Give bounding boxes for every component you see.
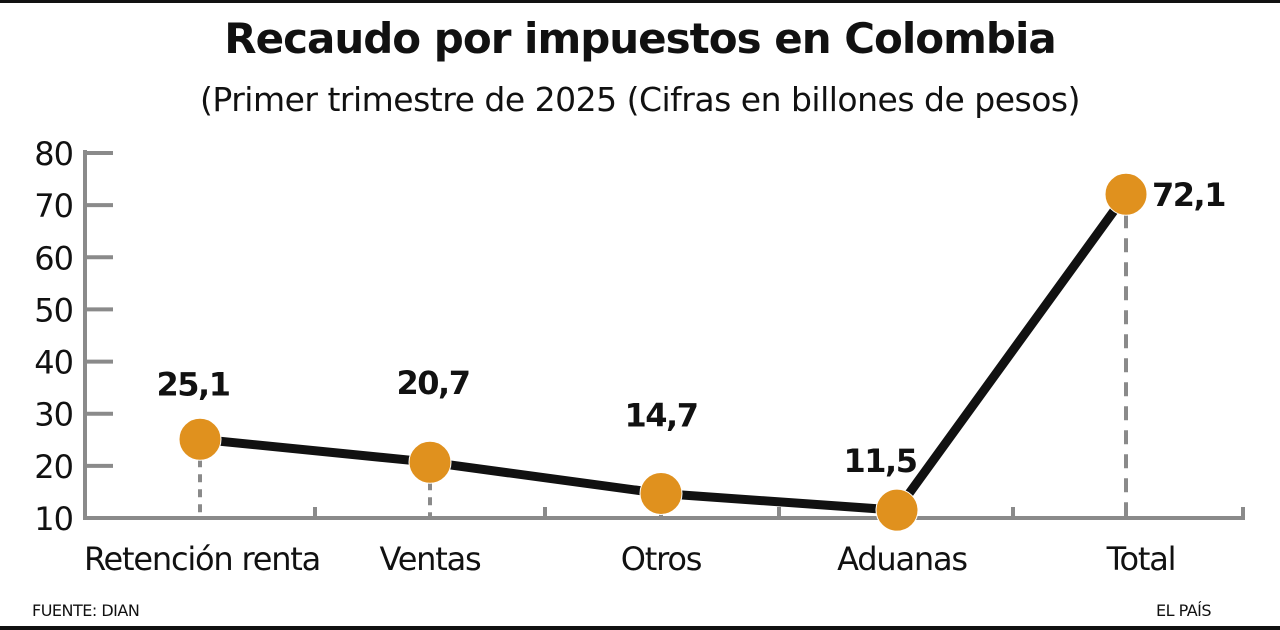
data-point [178,417,222,461]
data-label: 72,1 [1152,176,1225,214]
y-tick-label: 30 [34,396,73,434]
y-tick-label: 10 [34,500,73,538]
data-point [639,471,683,515]
data-point [875,488,919,532]
top-border [0,0,1280,3]
x-tick-label: Retención renta [84,540,320,578]
data-label: 11,5 [844,442,917,480]
x-tick-label: Total [1106,540,1176,578]
y-tick-label: 20 [34,448,73,486]
y-tick-label: 70 [34,187,73,225]
data-label: 20,7 [397,364,470,402]
data-point [1104,172,1148,216]
brand-logo: EL PAÍS [1156,601,1212,620]
data-point [408,440,452,484]
source-note: FUENTE: DIAN [32,601,140,620]
y-tick-label: 50 [34,291,73,329]
chart-title: Recaudo por impuestos en Colombia [224,14,1056,63]
bottom-border [0,626,1280,630]
y-tick-label: 40 [34,344,73,382]
data-label: 14,7 [625,396,698,434]
y-tick-label: 80 [34,135,73,173]
y-tick-label: 60 [34,239,73,277]
x-tick-label: Aduanas [837,540,967,578]
chart-subtitle: (Primer trimestre de 2025 (Cifras en bil… [200,80,1080,119]
series-line [199,191,1130,515]
x-tick-label: Ventas [379,540,481,578]
x-tick-label: Otros [621,540,702,578]
data-label: 25,1 [157,365,230,403]
